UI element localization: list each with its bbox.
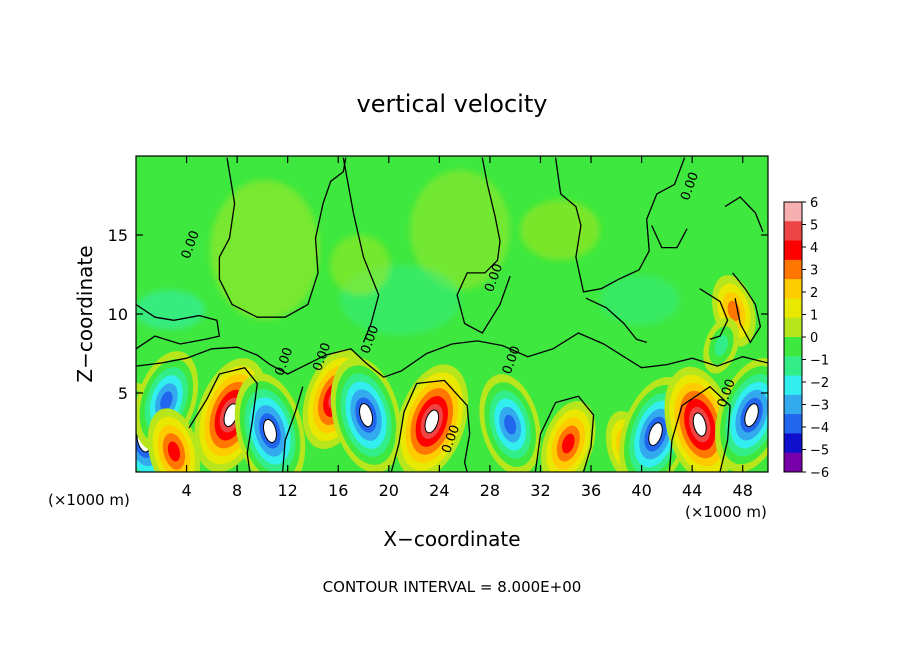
velocity-cell	[330, 357, 402, 472]
colorbar-tick-label: −2	[810, 376, 829, 391]
colorbar-swatch	[784, 414, 802, 434]
contour-line	[390, 379, 471, 472]
velocity-cell	[715, 358, 768, 472]
velocity-cell	[479, 374, 541, 472]
colorbar-tick-label: −1	[810, 354, 829, 369]
cell-ring	[714, 335, 728, 357]
x-tick-label: 36	[581, 481, 601, 500]
x-tick-label: 12	[278, 481, 298, 500]
x-tick-label: 8	[232, 481, 242, 500]
colorbar: 6 5 4 3 2 1 0 −1 −2 −3 −4 −5 −6	[783, 196, 829, 481]
colorbar-swatch	[784, 375, 802, 396]
velocity-cell	[619, 377, 692, 472]
contour-line	[732, 272, 762, 344]
colorbar-swatch	[784, 259, 802, 280]
colorbar-swatch	[784, 452, 802, 473]
plot-area: 0.000.00 0.000.000.000.000.000.000.00	[136, 156, 768, 472]
x-tick-label: 48	[733, 481, 753, 500]
x-unit-left: (×1000 m)	[48, 491, 130, 509]
x-tick-label: 4	[181, 481, 191, 500]
contour-line	[342, 157, 380, 343]
colorbar-swatch	[784, 279, 802, 299]
velocity-cell	[395, 364, 469, 472]
colorbar-tick-label: 0	[810, 331, 818, 346]
background-texture	[136, 170, 680, 335]
colorbar-swatch	[784, 317, 802, 338]
cell-core	[424, 409, 440, 434]
cell-core	[648, 422, 663, 446]
contour-line	[534, 395, 595, 472]
colorbar-tick-label: 2	[810, 286, 818, 301]
colorbar-swatch	[784, 298, 802, 319]
x-tick-label: 16	[328, 481, 348, 500]
colorbar-swatch	[784, 221, 802, 242]
colorbar-swatch	[784, 356, 802, 377]
colorbar-tick-label: 3	[810, 264, 818, 279]
colorbar-swatch	[784, 337, 802, 357]
x-tick-label: 20	[379, 481, 399, 500]
velocity-cells	[136, 275, 768, 472]
contour-line	[281, 386, 304, 472]
cell-core	[359, 403, 374, 428]
colorbar-tick-label: 4	[810, 241, 818, 256]
cell-core	[263, 418, 277, 443]
x-axis-label: X−coordinate	[383, 527, 520, 551]
y-tick-label: 5	[118, 384, 128, 403]
colorbar-tick-label: 1	[810, 309, 818, 324]
y-axis-label: Z−coordinate	[73, 245, 97, 382]
colorbar-swatch	[784, 240, 802, 261]
cell-ring	[504, 414, 517, 435]
contour-line	[585, 297, 647, 344]
colorbar-swatch	[784, 394, 802, 415]
colorbar-tick-label: −6	[810, 466, 829, 481]
velocity-cell	[703, 317, 740, 374]
contour-line	[136, 303, 221, 350]
colorbar-tick-label: −3	[810, 399, 829, 414]
colorbar-swatch	[784, 433, 802, 454]
velocity-cell	[664, 366, 735, 472]
colorbar-swatch	[784, 202, 802, 222]
cell-ring	[562, 433, 575, 454]
x-tick-label: 40	[631, 481, 651, 500]
contour-line	[188, 366, 258, 472]
velocity-cell	[147, 408, 201, 472]
chart-title: vertical velocity	[357, 90, 548, 118]
x-unit-right: (×1000 m)	[685, 503, 767, 521]
contour-line	[724, 196, 764, 233]
contour-interval-footer: CONTOUR INTERVAL = 8.000E+00	[323, 578, 582, 596]
contour-line	[668, 385, 731, 472]
x-axis: 4 8 12 16 20 24 28 32 36 40 44 48	[181, 156, 753, 500]
colorbar-tick-label: −4	[810, 421, 829, 436]
cell-core	[692, 412, 707, 437]
y-axis: 5 10 15	[108, 226, 768, 403]
contour-line	[554, 157, 686, 293]
contour-line	[218, 157, 347, 318]
contour-lines	[136, 157, 768, 472]
colorbar-tick-label: −5	[810, 444, 829, 459]
cell-core	[744, 403, 759, 427]
colorbar-tick-label: 6	[810, 196, 818, 211]
x-tick-label: 24	[429, 481, 449, 500]
contour-line	[699, 288, 729, 340]
cell-ring	[160, 391, 173, 411]
x-tick-label: 44	[682, 481, 702, 500]
contour-line	[456, 157, 511, 334]
x-tick-label: 28	[480, 481, 500, 500]
velocity-cell	[541, 401, 596, 472]
cell-ring	[167, 441, 180, 462]
contour-line	[136, 332, 768, 378]
colorbar-tick-label: 5	[810, 219, 818, 234]
y-tick-label: 15	[108, 226, 128, 245]
contour-line	[651, 225, 688, 249]
x-tick-label: 32	[530, 481, 550, 500]
y-tick-label: 10	[108, 305, 128, 324]
